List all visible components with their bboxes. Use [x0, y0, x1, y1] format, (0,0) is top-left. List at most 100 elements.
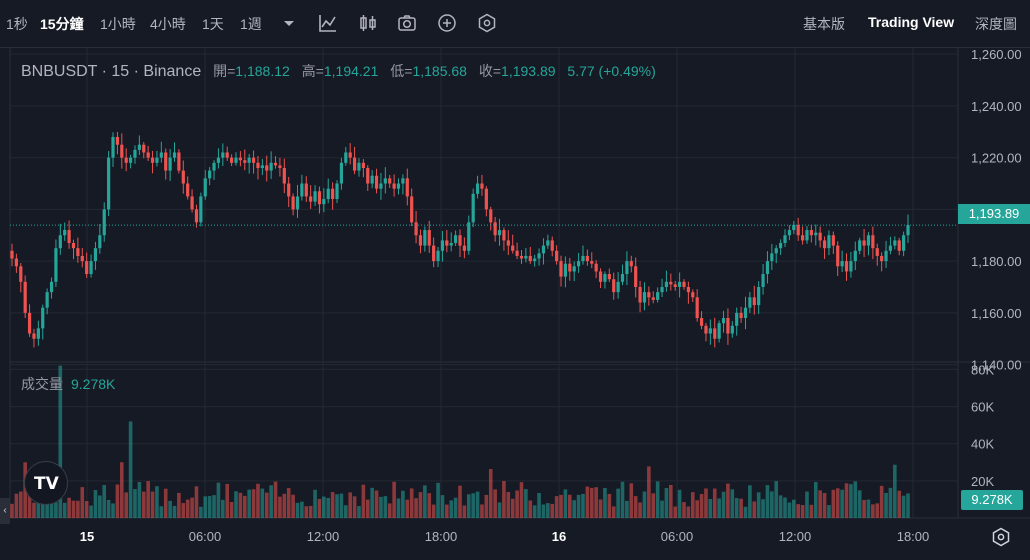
volume-bar [348, 492, 352, 518]
candle-body [642, 292, 647, 303]
candle-body [902, 235, 906, 251]
volume-bar [589, 487, 594, 518]
settings-hex-icon[interactable] [476, 12, 498, 34]
candle-body [155, 157, 159, 163]
dropdown-caret-icon[interactable] [278, 12, 300, 34]
volume-bar [748, 485, 752, 518]
candle-body [45, 292, 49, 308]
volume-bar [177, 492, 181, 518]
volume-bar [554, 496, 559, 518]
candle-body [717, 323, 721, 339]
candle-body [405, 178, 409, 197]
volume-bar [809, 504, 814, 518]
candle-body [568, 263, 572, 272]
volume-bar [335, 494, 339, 518]
view-tradingview[interactable]: Trading View [868, 14, 955, 30]
interval-1d[interactable]: 1天 [202, 16, 224, 32]
volume-bar [194, 486, 199, 518]
volume-bar [853, 481, 858, 518]
volume-bar [616, 488, 620, 518]
volume-bar [497, 502, 502, 518]
volume-bar [730, 489, 735, 518]
volume-bar [647, 466, 651, 518]
candle-body [230, 157, 234, 163]
interval-1w[interactable]: 1週 [240, 16, 262, 32]
candle-body [620, 274, 625, 282]
price-tick-label: 1,240.00 [971, 99, 1022, 114]
candle-body [287, 183, 291, 197]
volume-bar [475, 491, 480, 518]
candle-body [783, 235, 787, 244]
candle-body [827, 235, 831, 249]
volume-bar [383, 496, 388, 518]
interval-1s[interactable]: 1秒 [6, 16, 28, 32]
volume-tick-label: 40K [971, 437, 994, 452]
candle-body [414, 222, 418, 236]
volume-bar [682, 502, 686, 518]
add-circle-icon[interactable] [436, 12, 458, 34]
volume-bar [256, 483, 260, 518]
scroll-left-arrow[interactable]: ‹ [0, 498, 10, 524]
candle-body [497, 230, 502, 236]
volume-bar [849, 484, 853, 518]
candle-body [533, 258, 537, 262]
time-tick-label: 06:00 [189, 529, 222, 544]
volume-bar [510, 498, 515, 518]
interval-1h[interactable]: 1小時 [100, 16, 136, 32]
candle-body [194, 209, 199, 223]
volume-bar [783, 497, 787, 518]
candle-type-icon[interactable] [357, 12, 379, 34]
view-basic[interactable]: 基本版 [803, 16, 845, 32]
time-tick-label: 18:00 [897, 529, 930, 544]
view-depth[interactable]: 深度圖 [975, 16, 1017, 32]
volume-bar [541, 504, 546, 518]
volume-bar [80, 487, 85, 518]
candle-body [695, 297, 699, 319]
volume-bar [761, 499, 765, 518]
volume-bar [124, 492, 128, 518]
volume-bar [871, 504, 875, 518]
candle-body [120, 144, 124, 158]
candle-body [515, 250, 519, 256]
candle-body [256, 162, 260, 168]
volume-bar [620, 481, 625, 518]
volume-bar [669, 484, 673, 518]
candle-body [458, 235, 462, 246]
chart-settings-icon[interactable] [990, 526, 1012, 548]
volume-bar [708, 498, 713, 518]
candle-body [897, 240, 901, 251]
interval-15m[interactable]: 15分鐘 [40, 16, 84, 32]
candle-body [186, 183, 190, 197]
volume-bar [875, 503, 880, 518]
tradingview-logo[interactable]: TV [24, 461, 68, 505]
candle-body [779, 243, 783, 249]
candle-body [743, 307, 748, 319]
candle-body [23, 281, 27, 313]
time-tick-label: 12:00 [779, 529, 812, 544]
candle-body [357, 162, 361, 171]
candle-body [625, 261, 629, 275]
volume-bar [585, 486, 590, 518]
candle-body [581, 255, 585, 262]
candle-body [471, 193, 475, 223]
candle-body [335, 183, 339, 200]
volume-bar [603, 488, 607, 518]
volume-bar [651, 493, 656, 518]
volume-label: 成交量 [21, 376, 63, 392]
volume-bar [453, 497, 458, 518]
candle-body [432, 245, 436, 262]
volume-bar [655, 481, 660, 518]
volume-bar [598, 499, 603, 518]
interval-4h[interactable]: 4小時 [150, 16, 186, 32]
volume-bar [207, 496, 212, 518]
volume-bar [190, 497, 194, 518]
camera-icon[interactable] [396, 12, 418, 34]
indicator-icon[interactable] [317, 12, 339, 34]
logo-text: TV [34, 474, 59, 494]
volume-bar [304, 506, 309, 518]
candle-body [313, 191, 317, 202]
volume-bar [458, 485, 462, 518]
volume-bar [146, 481, 150, 518]
volume-bar [128, 421, 133, 518]
